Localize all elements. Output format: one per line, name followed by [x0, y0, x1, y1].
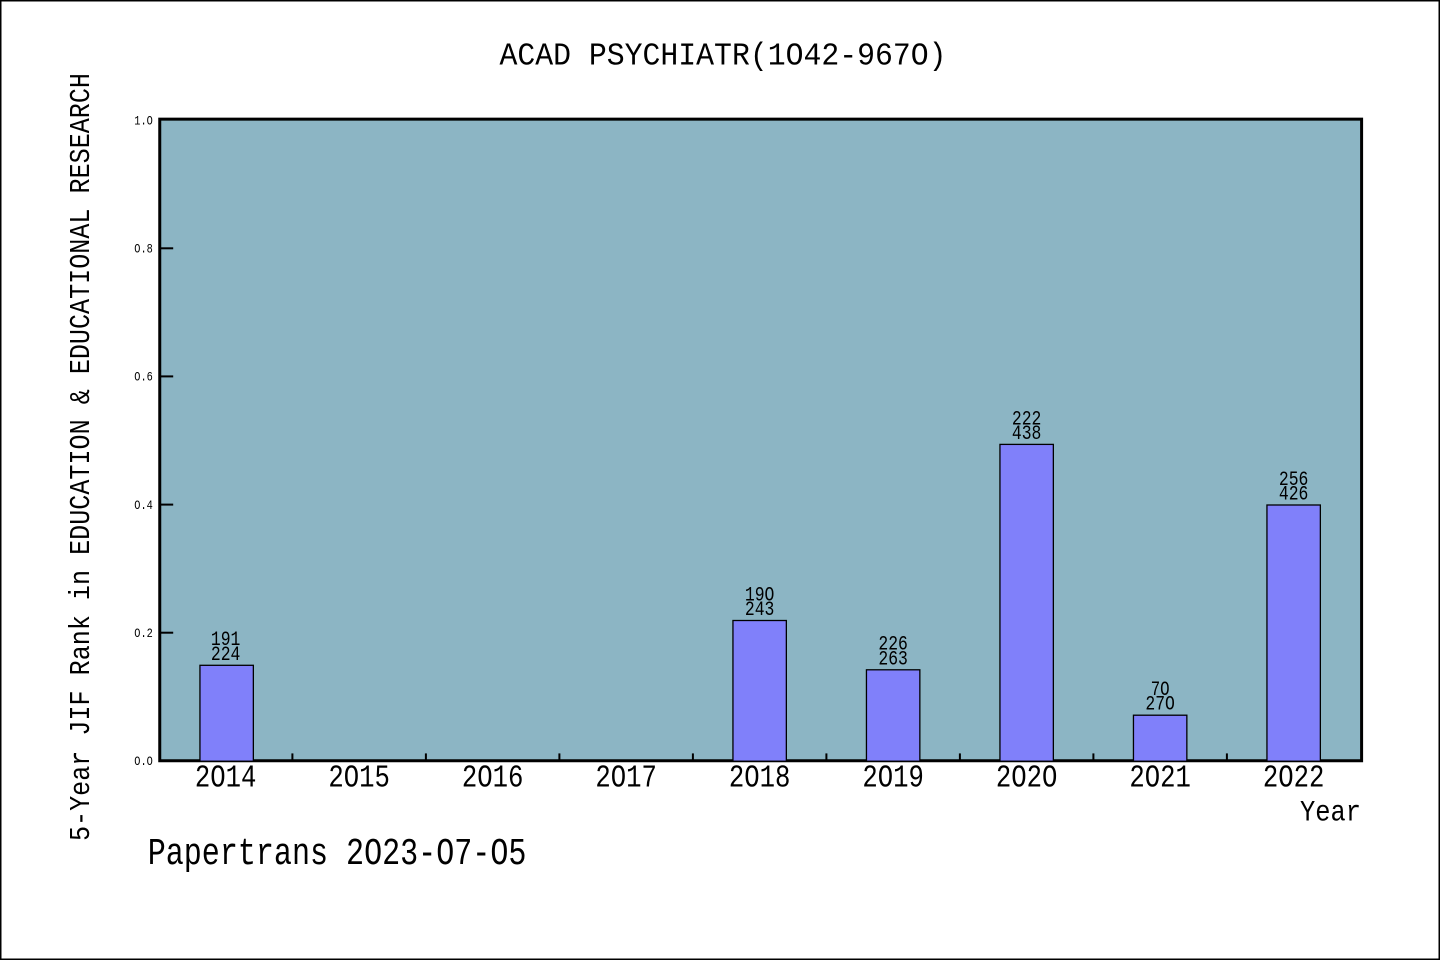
svg-text:243: 243	[745, 599, 775, 622]
svg-text:426: 426	[1279, 484, 1309, 507]
svg-text:1.O: 1.O	[134, 113, 153, 128]
svg-text:222: 222	[1012, 408, 1042, 431]
svg-text:2O17: 2O17	[595, 760, 657, 796]
svg-text:27O: 27O	[1145, 694, 1175, 717]
svg-text:2O14: 2O14	[195, 760, 257, 796]
svg-text:O.4: O.4	[134, 498, 153, 513]
svg-text:Papertrans 2O23-O7-O5: Papertrans 2O23-O7-O5	[148, 833, 527, 876]
svg-text:7O: 7O	[1151, 679, 1170, 702]
svg-text:Year: Year	[1300, 797, 1361, 830]
svg-text:O.8: O.8	[134, 242, 153, 257]
svg-text:2O22: 2O22	[1263, 760, 1325, 796]
svg-text:O.2: O.2	[134, 626, 153, 641]
svg-text:438: 438	[1012, 423, 1042, 446]
svg-text:2O2O: 2O2O	[996, 760, 1058, 796]
svg-text:224: 224	[211, 644, 241, 667]
svg-text:2O15: 2O15	[328, 760, 390, 796]
svg-text:19O: 19O	[745, 584, 775, 607]
svg-text:2O19: 2O19	[862, 760, 924, 796]
svg-text:5-Year JIF Rank in EDUCATION &: 5-Year JIF Rank in EDUCATION & EDUCATION…	[65, 73, 98, 841]
svg-text:O.O: O.O	[134, 754, 153, 769]
svg-text:2O16: 2O16	[462, 760, 524, 796]
svg-text:O.6: O.6	[134, 370, 153, 385]
svg-text:226: 226	[878, 634, 908, 657]
svg-text:256: 256	[1279, 469, 1309, 492]
svg-text:2O21: 2O21	[1129, 760, 1191, 796]
svg-text:191: 191	[211, 629, 241, 652]
svg-text:263: 263	[878, 648, 908, 671]
svg-text:2O18: 2O18	[729, 760, 791, 796]
svg-text:ACAD PSYCHIATR(1O42-967O): ACAD PSYCHIATR(1O42-967O)	[500, 38, 947, 74]
